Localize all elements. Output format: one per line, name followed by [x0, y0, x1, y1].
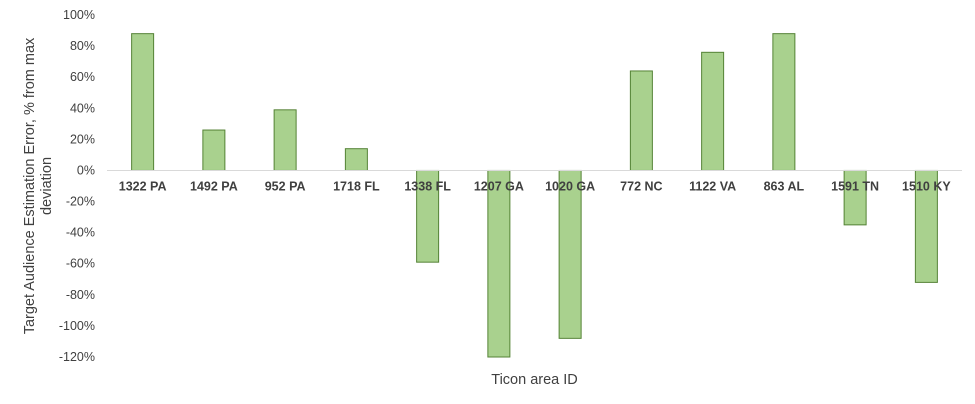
- bar: [273, 109, 297, 171]
- x-category-label: 1338 FL: [404, 179, 451, 193]
- y-axis-title-line: Target Audience Estimation Error, % from…: [22, 37, 38, 334]
- x-category-label: 863 AL: [764, 179, 805, 193]
- x-category-label: 1207 GA: [474, 179, 524, 193]
- y-tick-label: -40%: [66, 226, 95, 240]
- bar: [344, 148, 368, 171]
- y-tick-label: 60%: [70, 70, 95, 84]
- bar: [487, 169, 511, 358]
- bar: [701, 51, 725, 171]
- x-category-label: 1322 PA: [119, 179, 167, 193]
- y-tick-label: 20%: [70, 132, 95, 146]
- x-axis-category-labels: 1322 PA 1492 PA 952 PA 1718 FL 1338 FL 1207 G…: [119, 179, 952, 193]
- x-axis-title: Ticon area ID: [491, 372, 578, 388]
- x-category-label: 772 NC: [620, 179, 662, 193]
- x-category-label: 1718 FL: [333, 179, 380, 193]
- x-category-label: 1020 GA: [545, 179, 595, 193]
- bar: [202, 129, 226, 171]
- y-tick-label: 40%: [70, 101, 95, 115]
- x-category-label: 1591 TN: [831, 179, 879, 193]
- y-tick-label: -80%: [66, 288, 95, 302]
- y-tick-label: 100%: [63, 8, 95, 22]
- y-tick-label: -60%: [66, 257, 95, 271]
- y-axis-ticks: 100% 80% 60% 40% 20% 0% -20% -40% -60% -80% -100% -…: [59, 8, 95, 364]
- y-tick-label: -20%: [66, 195, 95, 209]
- bar: [772, 33, 796, 171]
- bars: [131, 33, 938, 358]
- y-tick-label: -100%: [59, 319, 95, 333]
- y-tick-label: 0%: [77, 163, 95, 177]
- bar: [131, 33, 155, 171]
- y-axis-title-line: deviation: [39, 157, 55, 215]
- x-category-label: 952 PA: [265, 179, 306, 193]
- bar: [558, 169, 582, 339]
- x-category-label: 1510 KY: [902, 179, 951, 193]
- y-tick-label: 80%: [70, 39, 95, 53]
- bar: [629, 70, 653, 171]
- x-category-label: 1492 PA: [190, 179, 238, 193]
- y-axis-title: Target Audience Estimation Error, % from…: [22, 37, 55, 334]
- x-category-label: 1122 VA: [689, 179, 736, 193]
- y-tick-label: -120%: [59, 350, 95, 364]
